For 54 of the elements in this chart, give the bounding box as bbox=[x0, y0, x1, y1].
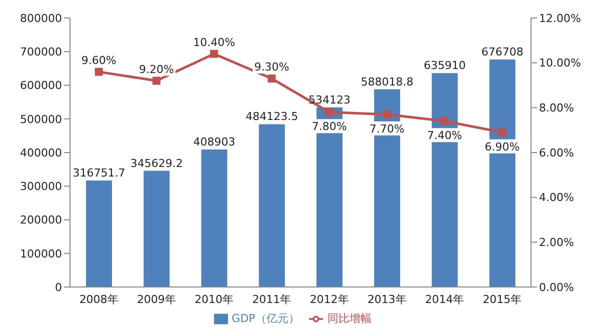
y-tick-label: 300000 bbox=[20, 180, 62, 194]
point bbox=[325, 108, 334, 116]
data-label: 10.40% bbox=[193, 36, 236, 49]
point bbox=[440, 117, 449, 126]
data-label: 9.30% bbox=[254, 60, 290, 74]
y-tick-label: 500000 bbox=[20, 112, 62, 126]
y-tick-label: 800000 bbox=[20, 12, 62, 25]
y-tick-label: 100000 bbox=[20, 247, 62, 260]
data-label: 6.90% bbox=[484, 140, 520, 154]
point bbox=[210, 50, 218, 58]
bar bbox=[258, 124, 285, 287]
y2-tick-label: 10.00% bbox=[539, 56, 581, 70]
point bbox=[268, 74, 276, 83]
y-tick-label: 0 bbox=[55, 280, 62, 294]
x-tick-label: 2013年 bbox=[367, 292, 406, 306]
data-label: 9.20% bbox=[138, 62, 174, 76]
y-tick-label: 200000 bbox=[20, 214, 62, 227]
y2-tick-label: 0.00% bbox=[539, 280, 574, 294]
bar bbox=[201, 150, 228, 287]
data-label: 484123.5 bbox=[246, 110, 298, 124]
legend-label: 同比增幅 bbox=[327, 312, 372, 325]
data-label: 9.60% bbox=[81, 54, 116, 67]
x-tick-label: 2010年 bbox=[194, 292, 234, 306]
bar bbox=[86, 180, 112, 287]
bar bbox=[144, 170, 170, 287]
x-tick-label: 2015年 bbox=[482, 292, 522, 306]
x-tick-label: 2008年 bbox=[79, 292, 118, 306]
data-label: 635910 bbox=[424, 59, 466, 72]
data-label: 676708 bbox=[481, 45, 524, 58]
x-tick-label: 2009年 bbox=[136, 292, 176, 306]
point bbox=[498, 128, 506, 136]
data-label: 316751.7 bbox=[72, 166, 126, 180]
data-label: 408903 bbox=[193, 136, 236, 149]
y2-tick-label: 8.00% bbox=[539, 102, 574, 115]
legend-label: GDP（亿元） bbox=[232, 312, 300, 325]
y-tick-label: 400000 bbox=[20, 146, 62, 160]
x-tick-label: 2011年 bbox=[252, 292, 292, 306]
y-tick-label: 700000 bbox=[20, 46, 62, 59]
data-label: 7.40% bbox=[427, 129, 462, 142]
data-label: 7.70% bbox=[369, 122, 404, 136]
point bbox=[152, 76, 160, 85]
y-tick-label: 600000 bbox=[20, 79, 62, 92]
point bbox=[94, 68, 103, 76]
y2-tick-label: 12.00% bbox=[539, 12, 581, 25]
y2-tick-label: 4.00% bbox=[539, 191, 574, 204]
point bbox=[382, 110, 391, 118]
data-label: 588018.8 bbox=[360, 75, 414, 88]
x-tick-label: 2012年 bbox=[310, 292, 349, 306]
x-tick-label: 2014年 bbox=[425, 292, 464, 306]
data-label: 534123 bbox=[308, 93, 350, 106]
data-label: 7.80% bbox=[312, 120, 347, 134]
y2-tick-label: 6.00% bbox=[539, 146, 574, 160]
y2-tick-label: 2.00% bbox=[539, 236, 574, 250]
data-label: 345629.2 bbox=[130, 156, 183, 170]
